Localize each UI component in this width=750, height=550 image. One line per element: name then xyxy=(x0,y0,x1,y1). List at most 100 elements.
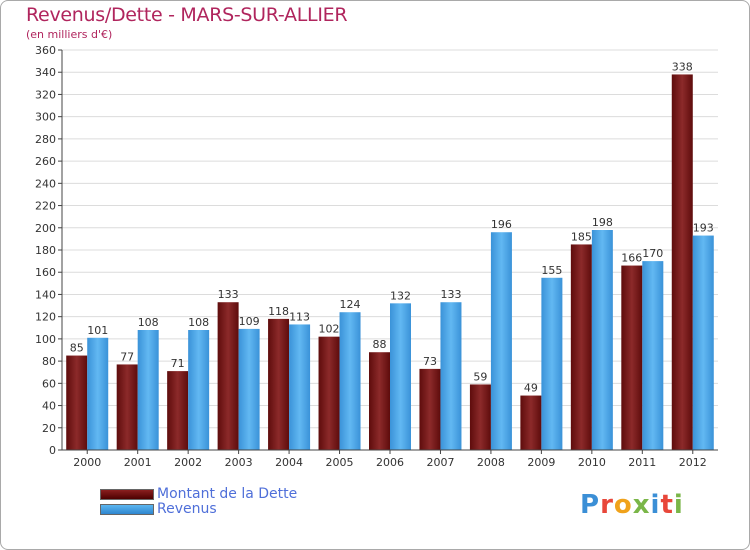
y-tick-label: 40 xyxy=(42,400,56,413)
y-tick-label: 60 xyxy=(42,377,56,390)
bar-dette xyxy=(621,265,643,450)
logo-letter: r xyxy=(600,490,614,520)
legend-item-revenus: Revenus xyxy=(100,501,297,517)
y-tick-label: 120 xyxy=(35,311,56,324)
logo-letter: i xyxy=(650,490,661,520)
data-label-revenus: 113 xyxy=(289,310,310,323)
bar-revenus xyxy=(238,328,260,450)
y-tick-label: 80 xyxy=(42,355,56,368)
bar-dette xyxy=(318,336,340,450)
bar-revenus xyxy=(390,303,411,450)
data-label-dette: 166 xyxy=(621,252,642,265)
bar-dette xyxy=(520,395,542,450)
x-tick-label: 2005 xyxy=(326,456,354,469)
logo-letter: t xyxy=(660,490,674,520)
bar-dette xyxy=(116,364,138,450)
chart-title: Revenus/Dette - MARS-SUR-ALLIER xyxy=(26,4,348,26)
bar-revenus xyxy=(339,312,361,450)
data-label-revenus: 133 xyxy=(440,288,461,301)
y-tick-label: 200 xyxy=(35,222,56,235)
data-label-dette: 85 xyxy=(70,342,84,355)
bar-dette xyxy=(469,384,491,450)
x-tick-label: 2001 xyxy=(124,456,152,469)
y-tick-label: 160 xyxy=(35,266,56,279)
data-label-revenus: 193 xyxy=(693,222,714,235)
legend-item-dette: Montant de la Dette xyxy=(100,486,298,502)
legend-swatch-revenus xyxy=(100,503,154,515)
data-label-revenus: 101 xyxy=(87,324,108,337)
data-label-revenus: 124 xyxy=(340,298,361,311)
data-label-revenus: 198 xyxy=(592,216,613,229)
y-tick-label: 20 xyxy=(42,422,56,435)
logo-letter: o xyxy=(613,490,633,520)
bar-revenus xyxy=(642,261,664,450)
data-label-dette: 73 xyxy=(423,355,437,368)
y-tick-label: 360 xyxy=(35,44,56,57)
data-label-dette: 133 xyxy=(218,288,239,301)
bar-dette xyxy=(570,244,592,450)
x-tick-label: 2006 xyxy=(376,456,404,469)
axis-layer: 0 20 40 60 80 100 120 140 160 180 200 220 240 260 280 3… xyxy=(35,44,718,469)
data-label-dette: 88 xyxy=(373,338,387,351)
y-tick-label: 220 xyxy=(35,200,56,213)
data-label-dette: 185 xyxy=(571,230,592,243)
logo-letter: x xyxy=(632,490,651,520)
data-label-revenus: 109 xyxy=(239,315,260,328)
data-label-dette: 49 xyxy=(524,382,538,395)
bar-revenus xyxy=(440,302,462,450)
y-tick-label: 280 xyxy=(35,133,56,146)
x-tick-label: 2008 xyxy=(477,456,505,469)
data-label-dette: 77 xyxy=(120,350,134,363)
x-tick-label: 2000 xyxy=(73,456,101,469)
bar-dette xyxy=(167,371,189,450)
bar-revenus xyxy=(188,330,210,450)
bar-revenus xyxy=(541,277,563,450)
logo-letter: i xyxy=(673,490,684,520)
bar-dette xyxy=(268,318,290,450)
y-tick-label: 340 xyxy=(35,66,56,79)
logo-letter: P xyxy=(580,490,601,520)
data-label-revenus: 132 xyxy=(390,289,411,302)
y-tick-label: 100 xyxy=(35,333,56,346)
y-tick-label: 320 xyxy=(35,88,56,101)
chart-subtitle: (en milliers d'€) xyxy=(26,28,113,41)
legend-label-dette: Montant de la Dette xyxy=(157,486,298,502)
bar-revenus xyxy=(289,324,311,450)
data-label-revenus: 170 xyxy=(642,247,663,260)
bar-revenus xyxy=(490,232,512,450)
x-tick-label: 2010 xyxy=(578,456,606,469)
y-tick-label: 0 xyxy=(49,444,56,457)
bar-dette xyxy=(369,352,390,450)
x-tick-label: 2004 xyxy=(275,456,303,469)
x-tick-label: 2012 xyxy=(679,456,707,469)
y-tick-label: 300 xyxy=(35,111,56,124)
data-label-revenus: 108 xyxy=(188,316,209,329)
data-label-dette: 118 xyxy=(268,305,289,318)
bar-revenus xyxy=(692,235,714,450)
y-tick-label: 240 xyxy=(35,177,56,190)
y-tick-label: 260 xyxy=(35,155,56,168)
x-tick-label: 2009 xyxy=(527,456,555,469)
data-label-revenus: 155 xyxy=(541,264,562,277)
bar-revenus xyxy=(591,230,613,450)
data-label-dette: 102 xyxy=(319,323,340,336)
x-tick-label: 2002 xyxy=(174,456,202,469)
legend-swatch-dette xyxy=(100,488,154,500)
x-tick-label: 2007 xyxy=(426,456,454,469)
bar-revenus xyxy=(137,330,159,450)
bar-revenus xyxy=(87,337,109,450)
bar-dette xyxy=(66,355,88,450)
legend: Montant de la Dette Revenus xyxy=(100,486,298,517)
data-label-dette: 71 xyxy=(171,357,185,370)
data-label-revenus: 196 xyxy=(491,218,512,231)
bar-dette xyxy=(217,302,239,450)
x-tick-label: 2003 xyxy=(225,456,253,469)
data-label-dette: 338 xyxy=(672,60,693,73)
legend-label-revenus: Revenus xyxy=(157,501,217,517)
y-tick-label: 180 xyxy=(35,244,56,257)
x-tick-label: 2011 xyxy=(628,456,656,469)
y-tick-label: 140 xyxy=(35,288,56,301)
bars-layer xyxy=(66,74,714,450)
